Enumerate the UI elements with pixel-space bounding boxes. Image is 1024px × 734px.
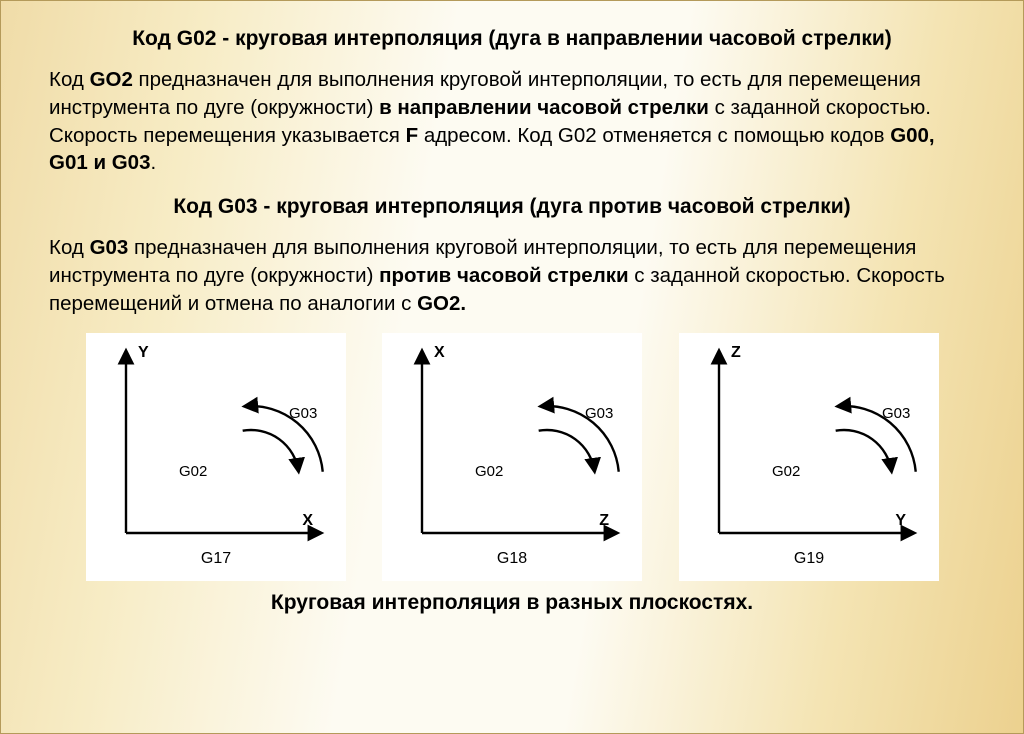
- diagram-row: Y X G17 G03 G02 X Z G18 G03 G02 Z Y G19 G03 G02: [49, 333, 975, 581]
- svg-text:G02: G02: [772, 463, 800, 480]
- svg-text:Y: Y: [895, 512, 906, 529]
- svg-text:G17: G17: [200, 550, 230, 567]
- svg-text:G18: G18: [497, 550, 527, 567]
- text: .: [151, 151, 157, 174]
- svg-text:G03: G03: [585, 405, 613, 422]
- text: адресом. Код G02 отменяется с помощью ко…: [418, 124, 890, 147]
- text: Код: [49, 68, 90, 91]
- paragraph-g03: Код G03 предназначен для выполнения круг…: [49, 234, 975, 317]
- svg-text:X: X: [302, 512, 313, 529]
- text-bold: G03: [90, 236, 129, 259]
- svg-text:X: X: [434, 344, 445, 361]
- svg-text:G03: G03: [882, 405, 910, 422]
- svg-text:G03: G03: [289, 405, 317, 422]
- svg-text:G19: G19: [793, 550, 823, 567]
- caption: Круговая интерполяция в разных плоскостя…: [49, 591, 975, 615]
- heading-g02: Код G02 - круговая интерполяция (дуга в …: [49, 25, 975, 52]
- diagram-g19: Z Y G19 G03 G02: [679, 333, 939, 581]
- svg-text:G02: G02: [179, 463, 207, 480]
- text-bold: в направлении часовой стрелки: [379, 96, 709, 119]
- svg-text:Y: Y: [138, 344, 149, 361]
- axes-diagram-svg: Y X G17 G03 G02: [86, 333, 346, 581]
- svg-text:G02: G02: [475, 463, 503, 480]
- diagram-g18: X Z G18 G03 G02: [382, 333, 642, 581]
- axes-diagram-svg: Z Y G19 G03 G02: [679, 333, 939, 581]
- axes-diagram-svg: X Z G18 G03 G02: [382, 333, 642, 581]
- text-bold: GO2: [90, 68, 133, 91]
- diagram-g17: Y X G17 G03 G02: [86, 333, 346, 581]
- svg-text:Z: Z: [599, 512, 609, 529]
- paragraph-g02: Код GO2 предназначен для выполнения круг…: [49, 66, 975, 177]
- heading-g03: Код G03 - круговая интерполяция (дуга пр…: [49, 193, 975, 220]
- text: Код: [49, 236, 90, 259]
- slide: Код G02 - круговая интерполяция (дуга в …: [0, 0, 1024, 734]
- text-bold: против часовой стрелки: [379, 264, 628, 287]
- svg-text:Z: Z: [731, 344, 741, 361]
- text-bold: GO2.: [417, 292, 466, 315]
- text-bold: F: [406, 124, 419, 147]
